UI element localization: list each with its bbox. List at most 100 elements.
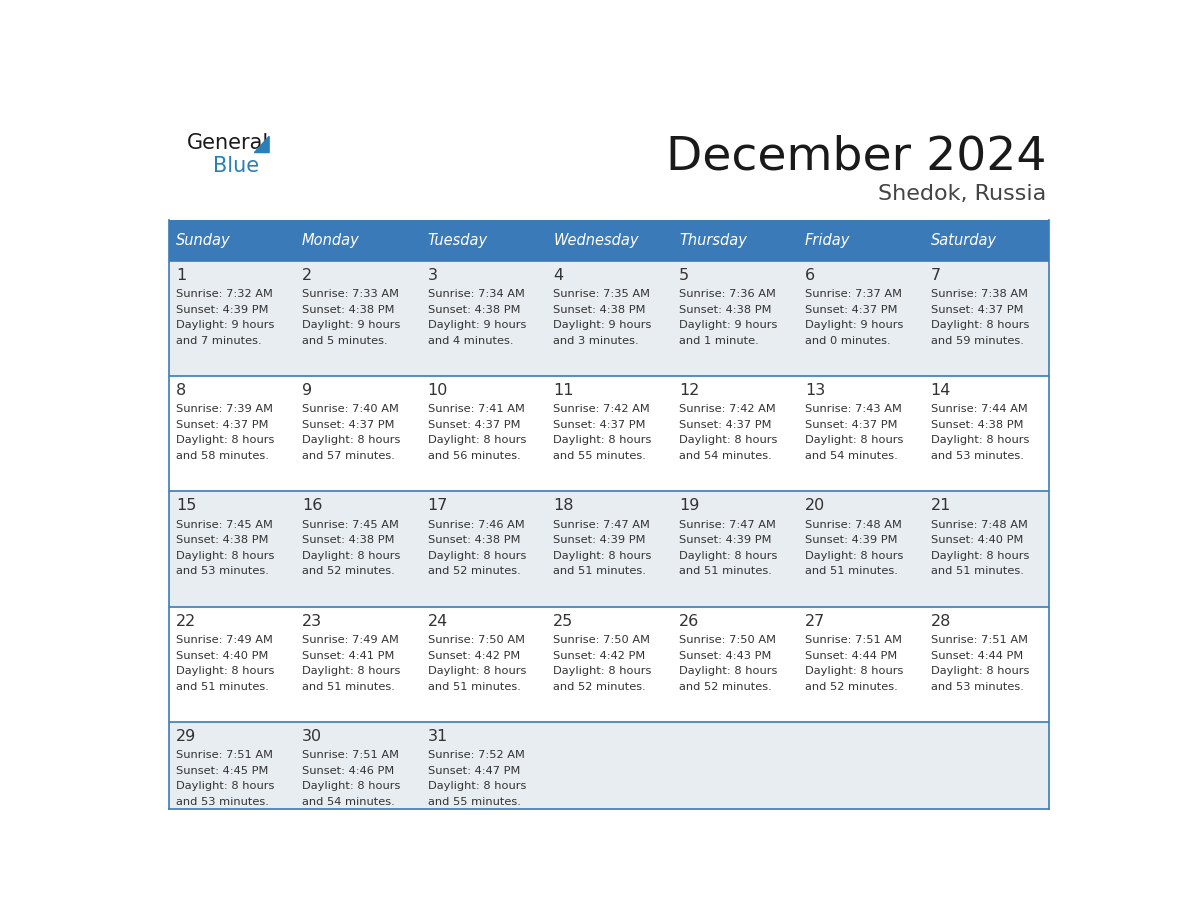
Text: Sunset: 4:38 PM: Sunset: 4:38 PM [930,420,1023,430]
Text: Sunrise: 7:40 AM: Sunrise: 7:40 AM [302,404,399,414]
Text: Daylight: 8 hours: Daylight: 8 hours [176,781,274,791]
Text: Sunset: 4:44 PM: Sunset: 4:44 PM [804,651,897,661]
Text: 18: 18 [554,498,574,513]
Text: Daylight: 8 hours: Daylight: 8 hours [930,666,1029,676]
Text: and 4 minutes.: and 4 minutes. [428,336,513,346]
Text: Sunrise: 7:45 AM: Sunrise: 7:45 AM [176,520,273,530]
Text: 15: 15 [176,498,196,513]
Text: Daylight: 8 hours: Daylight: 8 hours [554,666,652,676]
Text: Sunrise: 7:46 AM: Sunrise: 7:46 AM [428,520,524,530]
Text: Sunrise: 7:34 AM: Sunrise: 7:34 AM [428,289,524,299]
Text: Sunset: 4:37 PM: Sunset: 4:37 PM [176,420,268,430]
Text: Sunset: 4:39 PM: Sunset: 4:39 PM [680,535,771,545]
Text: Sunset: 4:47 PM: Sunset: 4:47 PM [428,766,520,776]
Text: and 58 minutes.: and 58 minutes. [176,451,268,461]
Bar [169,491,1049,607]
Text: Daylight: 8 hours: Daylight: 8 hours [804,551,903,561]
Text: and 55 minutes.: and 55 minutes. [554,451,646,461]
Text: Daylight: 8 hours: Daylight: 8 hours [176,551,274,561]
Text: Daylight: 8 hours: Daylight: 8 hours [680,551,777,561]
Text: Friday: Friday [804,233,851,248]
Text: Sunset: 4:38 PM: Sunset: 4:38 PM [428,305,520,315]
Text: Sunset: 4:37 PM: Sunset: 4:37 PM [680,420,771,430]
Text: Sunrise: 7:51 AM: Sunrise: 7:51 AM [804,635,902,645]
Text: Sunset: 4:38 PM: Sunset: 4:38 PM [302,305,394,315]
Bar [546,219,671,261]
Bar [923,219,1049,261]
Text: and 52 minutes.: and 52 minutes. [680,682,772,691]
Text: December 2024: December 2024 [665,135,1047,180]
Text: Sunrise: 7:51 AM: Sunrise: 7:51 AM [302,750,399,760]
Text: Daylight: 9 hours: Daylight: 9 hours [554,320,652,330]
Text: Sunset: 4:38 PM: Sunset: 4:38 PM [428,535,520,545]
Bar [421,219,546,261]
Text: and 56 minutes.: and 56 minutes. [428,451,520,461]
Text: Sunrise: 7:42 AM: Sunrise: 7:42 AM [680,404,776,414]
Text: Daylight: 8 hours: Daylight: 8 hours [554,435,652,445]
Text: Sunrise: 7:51 AM: Sunrise: 7:51 AM [176,750,273,760]
Text: 1: 1 [176,268,187,283]
Text: Tuesday: Tuesday [428,233,488,248]
Text: Sunrise: 7:50 AM: Sunrise: 7:50 AM [680,635,776,645]
Text: Daylight: 8 hours: Daylight: 8 hours [930,435,1029,445]
Text: 8: 8 [176,383,187,398]
Text: Daylight: 8 hours: Daylight: 8 hours [302,666,400,676]
Text: and 54 minutes.: and 54 minutes. [680,451,772,461]
Text: Sunrise: 7:38 AM: Sunrise: 7:38 AM [930,289,1028,299]
Text: Sunrise: 7:48 AM: Sunrise: 7:48 AM [804,520,902,530]
Text: Daylight: 8 hours: Daylight: 8 hours [302,781,400,791]
Text: and 51 minutes.: and 51 minutes. [804,566,898,577]
Text: Sunrise: 7:35 AM: Sunrise: 7:35 AM [554,289,650,299]
Text: Sunrise: 7:52 AM: Sunrise: 7:52 AM [428,750,524,760]
Text: 19: 19 [680,498,700,513]
Text: 17: 17 [428,498,448,513]
Text: Saturday: Saturday [930,233,997,248]
Text: and 52 minutes.: and 52 minutes. [804,682,898,691]
Text: Daylight: 8 hours: Daylight: 8 hours [302,435,400,445]
Text: Sunrise: 7:47 AM: Sunrise: 7:47 AM [680,520,776,530]
Text: Sunset: 4:37 PM: Sunset: 4:37 PM [302,420,394,430]
Text: Sunrise: 7:42 AM: Sunrise: 7:42 AM [554,404,650,414]
Text: Sunrise: 7:39 AM: Sunrise: 7:39 AM [176,404,273,414]
Text: 25: 25 [554,614,574,629]
Text: and 59 minutes.: and 59 minutes. [930,336,1023,346]
Text: Sunset: 4:37 PM: Sunset: 4:37 PM [930,305,1023,315]
Text: General: General [188,132,270,152]
Text: Sunrise: 7:33 AM: Sunrise: 7:33 AM [302,289,399,299]
Text: Thursday: Thursday [680,233,747,248]
Text: and 57 minutes.: and 57 minutes. [302,451,394,461]
Text: Sunset: 4:43 PM: Sunset: 4:43 PM [680,651,771,661]
Text: Sunset: 4:46 PM: Sunset: 4:46 PM [302,766,394,776]
Text: Sunrise: 7:44 AM: Sunrise: 7:44 AM [930,404,1028,414]
Text: 22: 22 [176,614,196,629]
Text: Sunrise: 7:45 AM: Sunrise: 7:45 AM [302,520,399,530]
Text: and 53 minutes.: and 53 minutes. [176,566,268,577]
Text: Sunrise: 7:48 AM: Sunrise: 7:48 AM [930,520,1028,530]
Bar [169,219,295,261]
Text: Daylight: 8 hours: Daylight: 8 hours [804,435,903,445]
Text: 16: 16 [302,498,322,513]
Text: and 52 minutes.: and 52 minutes. [302,566,394,577]
Text: Sunset: 4:40 PM: Sunset: 4:40 PM [930,535,1023,545]
Text: Monday: Monday [302,233,360,248]
Text: Daylight: 9 hours: Daylight: 9 hours [680,320,777,330]
Text: Daylight: 8 hours: Daylight: 8 hours [428,551,526,561]
Text: Daylight: 8 hours: Daylight: 8 hours [176,435,274,445]
Text: Sunrise: 7:49 AM: Sunrise: 7:49 AM [176,635,273,645]
Text: Daylight: 8 hours: Daylight: 8 hours [554,551,652,561]
Text: and 0 minutes.: and 0 minutes. [804,336,891,346]
Text: Sunset: 4:41 PM: Sunset: 4:41 PM [302,651,394,661]
Text: Sunset: 4:39 PM: Sunset: 4:39 PM [804,535,897,545]
Text: Sunset: 4:44 PM: Sunset: 4:44 PM [930,651,1023,661]
Text: and 53 minutes.: and 53 minutes. [176,797,268,807]
Text: Sunrise: 7:32 AM: Sunrise: 7:32 AM [176,289,273,299]
Text: Sunset: 4:37 PM: Sunset: 4:37 PM [428,420,520,430]
Text: and 54 minutes.: and 54 minutes. [804,451,898,461]
Text: 26: 26 [680,614,700,629]
Text: 9: 9 [302,383,312,398]
Bar [169,722,1049,809]
Text: and 53 minutes.: and 53 minutes. [930,682,1023,691]
Text: and 3 minutes.: and 3 minutes. [554,336,639,346]
Text: Daylight: 8 hours: Daylight: 8 hours [176,666,274,676]
Text: Sunset: 4:37 PM: Sunset: 4:37 PM [554,420,646,430]
